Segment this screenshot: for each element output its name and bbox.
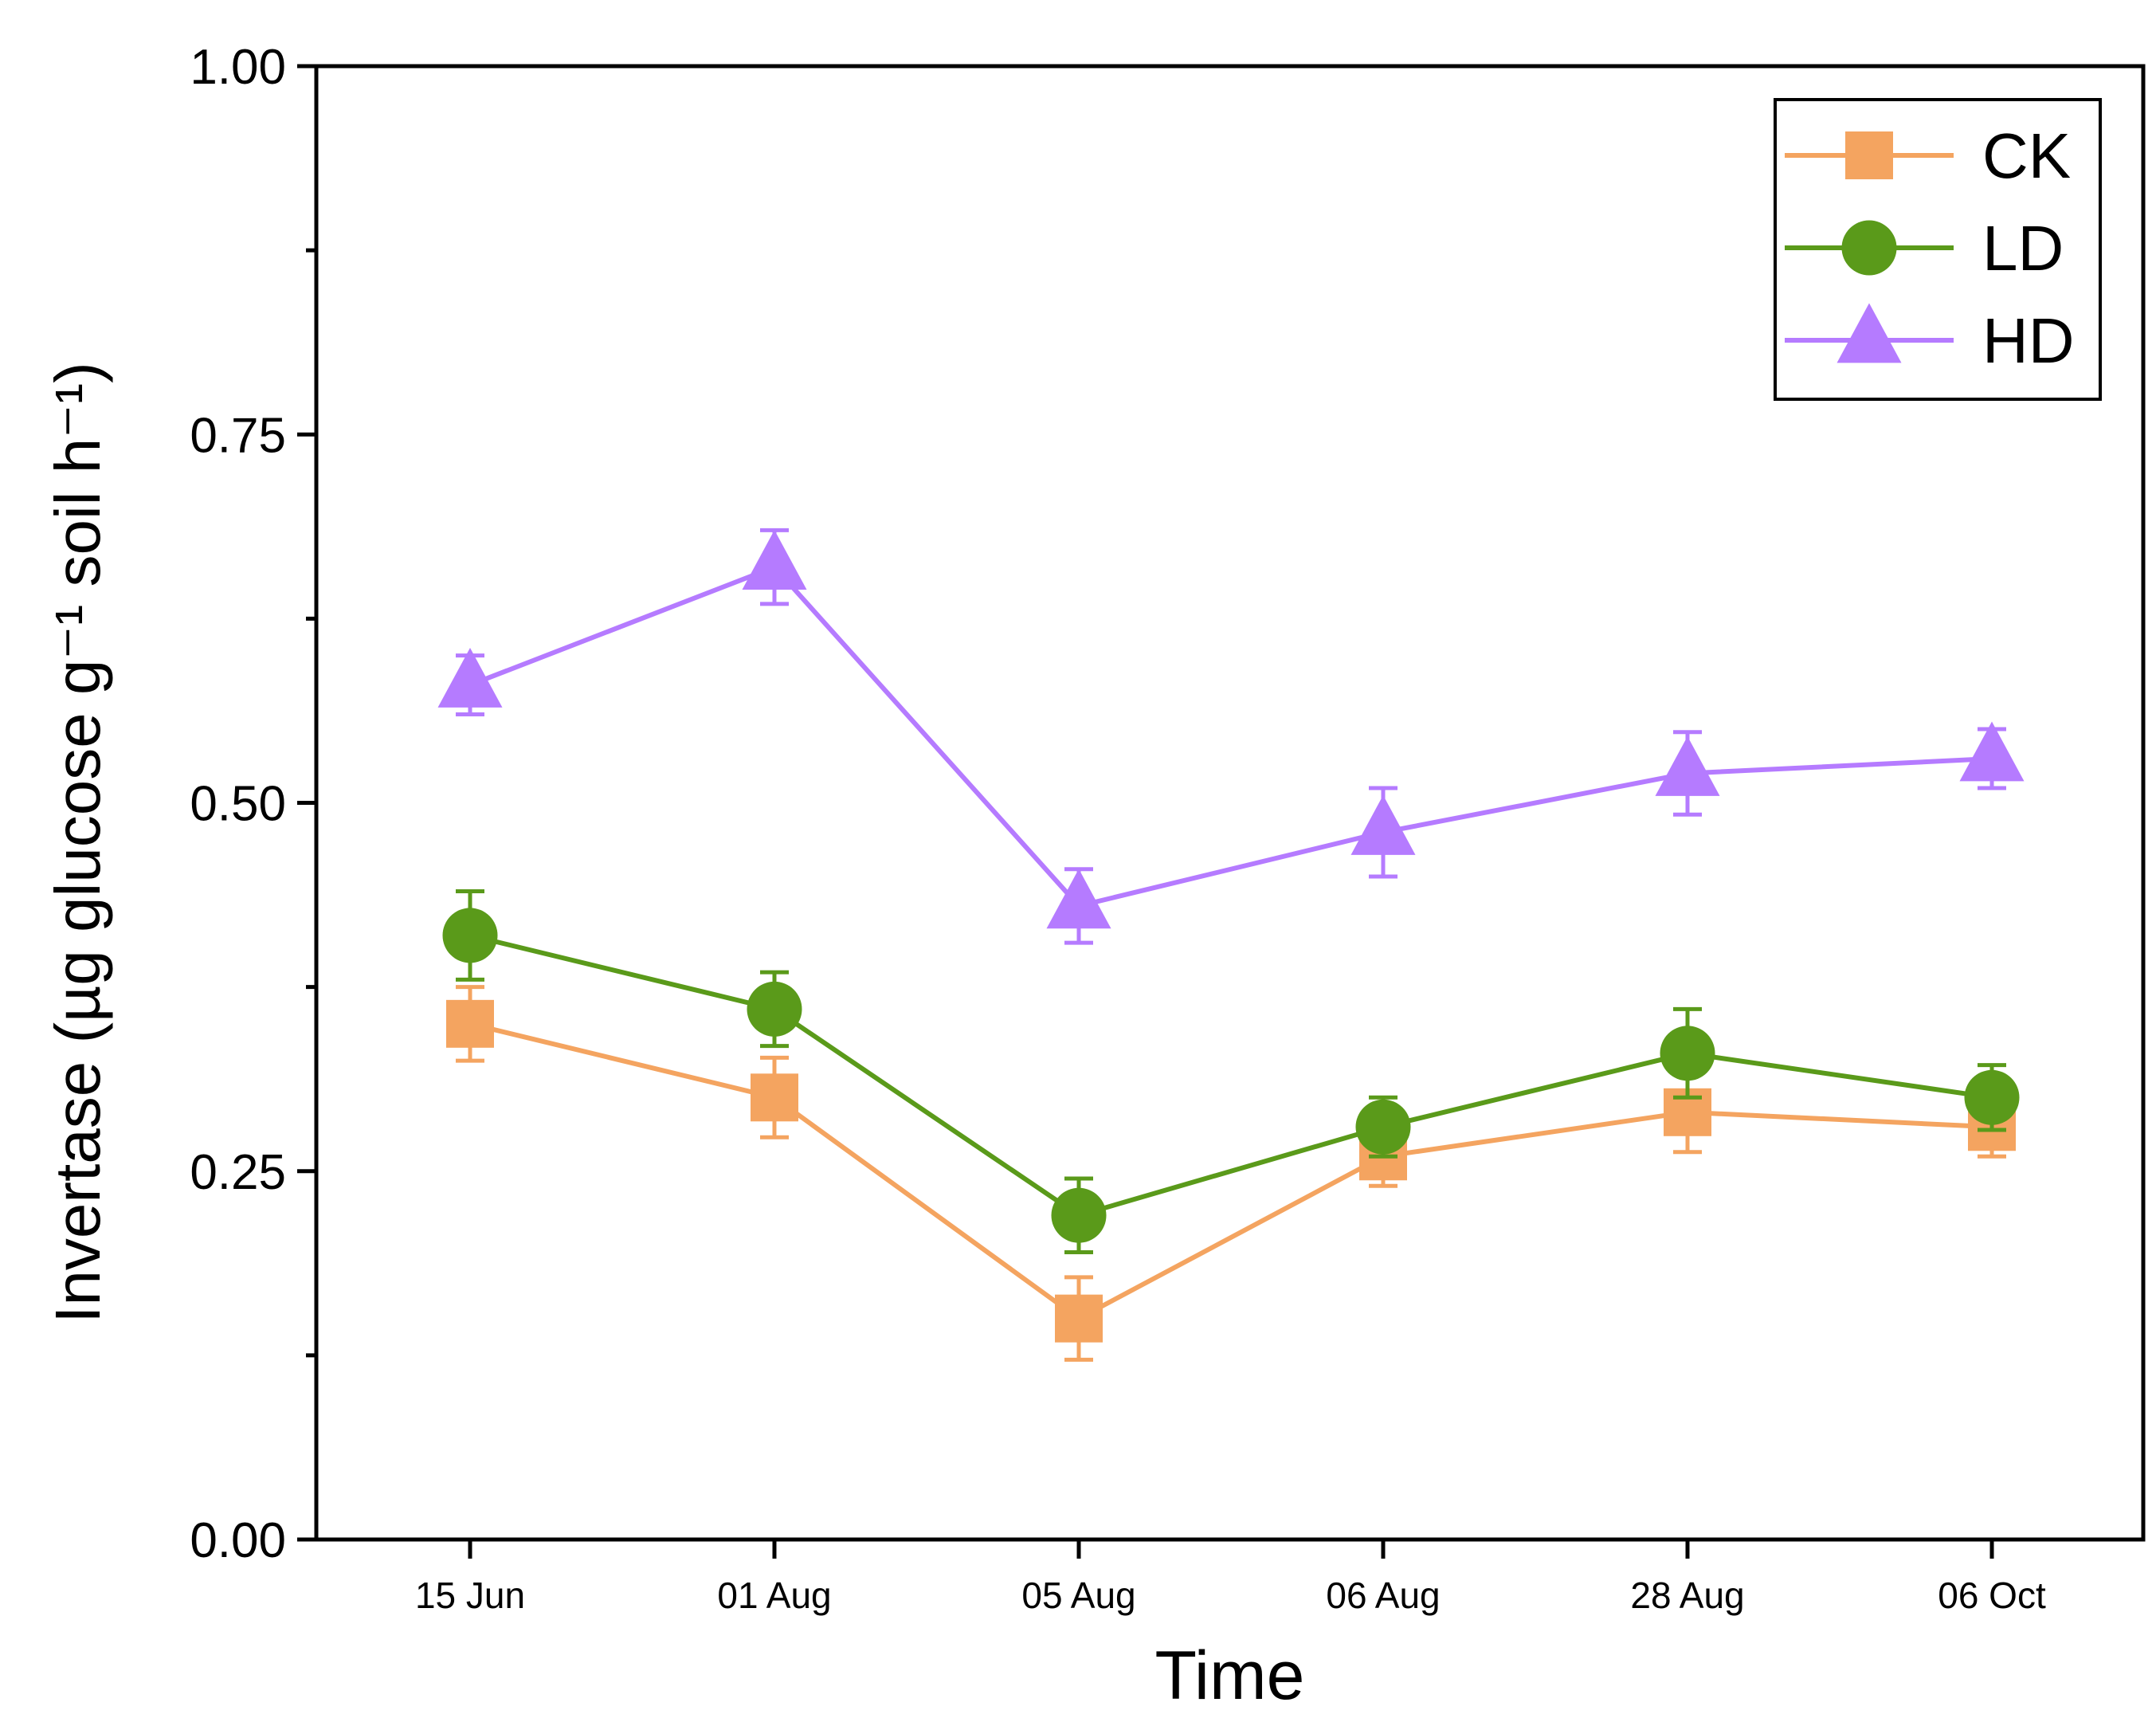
data-point-ck [446,999,494,1048]
data-point-ld [747,981,802,1037]
data-point-ld [1660,1026,1715,1081]
data-point-hd [742,530,807,590]
data-point-ld [1355,1099,1411,1155]
x-axis: 15 Jun 01 Aug 05 Aug 06 Aug 28 Aug 06 Oct [415,1540,2046,1616]
legend-label-ld: LD [1982,213,2064,284]
y-tick-label: 1.00 [190,40,286,95]
y-tick-label: 0.00 [190,1513,286,1568]
legend-label-hd: HD [1982,305,2075,376]
data-point-hd [437,648,503,708]
data-point-hd [1046,869,1111,929]
data-point-ld [1051,1187,1107,1243]
data-point-ck [1055,1294,1103,1343]
y-axis: 0.00 0.25 0.50 0.75 1.00 [190,40,316,1568]
data-point-ck [751,1073,798,1122]
y-tick-label: 0.50 [190,777,286,832]
data-point-hd [1655,735,1720,796]
data-point-hd [1350,794,1416,855]
legend-marker-hd [1837,303,1902,363]
x-tick-label: 01 Aug [717,1575,831,1616]
legend-label-ck: CK [1982,120,2071,191]
y-axis-label: Invertase (µg glucose g⁻¹ soil h⁻¹) [42,362,113,1324]
series-layer [437,528,2025,1362]
series-line-hd [468,564,1993,909]
x-tick-label: 06 Oct [1938,1575,2046,1616]
data-point-ld [442,908,498,963]
x-tick-label: 15 Jun [415,1575,525,1616]
series-hd [437,528,2025,945]
series-ld [442,888,2020,1254]
x-tick-label: 28 Aug [1630,1575,1744,1616]
legend: CK LD HD [1774,98,2102,401]
data-point-hd [1959,721,2025,782]
x-tick-label: 05 Aug [1021,1575,1135,1616]
legend-marker-ck [1845,131,1893,179]
legend-marker-ld [1841,220,1897,276]
series-line-ck [469,1021,1993,1322]
y-tick-label: 0.25 [190,1145,286,1200]
x-axis-label: Time [1155,1638,1305,1714]
x-tick-label: 06 Aug [1326,1575,1440,1616]
y-tick-label: 0.75 [190,408,286,463]
series-line-ld [469,932,1993,1218]
data-point-ld [1964,1069,2020,1125]
